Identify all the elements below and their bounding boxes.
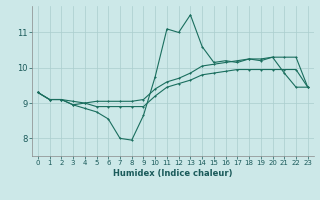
X-axis label: Humidex (Indice chaleur): Humidex (Indice chaleur)	[113, 169, 233, 178]
